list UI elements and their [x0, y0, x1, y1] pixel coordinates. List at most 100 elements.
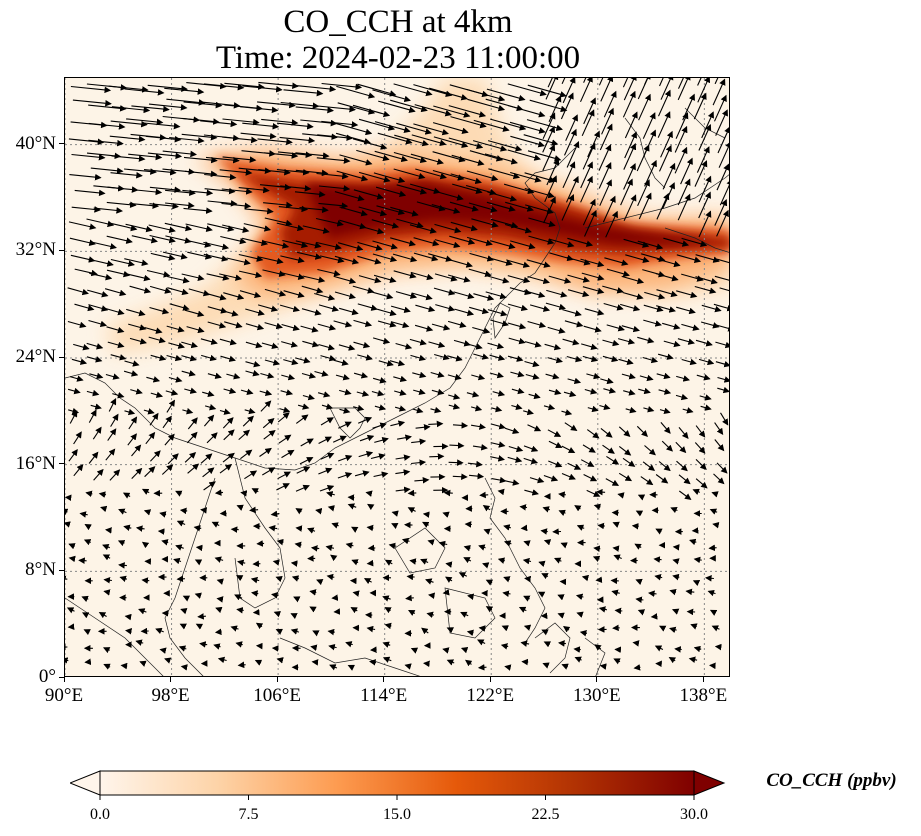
- wind-arrow: [414, 476, 430, 484]
- wind-arrow: [215, 606, 223, 614]
- wind-arrow: [412, 371, 427, 379]
- wind-arrow: [149, 202, 179, 210]
- wind-arrow: [180, 664, 188, 671]
- wind-arrow: [203, 253, 229, 262]
- wind-arrow: [524, 341, 542, 348]
- wind-arrow: [82, 612, 90, 619]
- wind-arrow: [433, 287, 456, 296]
- wind-arrow: [206, 273, 230, 281]
- wind-arrow: [655, 273, 679, 282]
- wind-arrow: [426, 611, 435, 619]
- wind-arrow: [300, 325, 319, 333]
- wind-arrow: [150, 391, 164, 398]
- wind-arrow: [599, 663, 607, 670]
- colorbar-tick-label: 0.0: [90, 806, 110, 823]
- wind-arrow: [458, 572, 468, 579]
- wind-arrow: [648, 590, 657, 597]
- wind-arrow: [502, 590, 511, 597]
- colorbar-tick-label: 30.0: [680, 806, 708, 823]
- wind-arrow: [432, 151, 466, 163]
- wind-arrow: [353, 372, 369, 379]
- wind-arrow: [107, 428, 117, 441]
- wind-arrow: [107, 341, 125, 349]
- wind-arrow: [447, 274, 471, 283]
- map-plot-area[interactable]: [64, 77, 730, 677]
- lon-tick-mark: [596, 677, 598, 682]
- wind-arrow: [339, 154, 373, 166]
- wind-arrow: [397, 434, 412, 441]
- wind-arrow: [503, 540, 512, 547]
- wind-arrow: [523, 134, 559, 146]
- wind-arrow: [598, 78, 604, 86]
- wind-arrow: [146, 269, 171, 278]
- wind-arrow: [74, 189, 106, 197]
- wind-arrow: [692, 488, 701, 495]
- wind-arrow: [548, 238, 575, 248]
- wind-arrow: [88, 139, 124, 147]
- wind-arrow: [337, 102, 376, 115]
- wind-arrow: [352, 285, 375, 294]
- wind-arrow: [690, 623, 698, 630]
- wind-arrow: [207, 200, 238, 207]
- wind-arrow: [411, 438, 427, 445]
- wind-arrow: [670, 507, 678, 514]
- wind-arrow: [104, 288, 127, 297]
- wind-arrow: [433, 105, 471, 118]
- wind-arrow: [195, 544, 203, 552]
- wind-arrow: [366, 524, 374, 532]
- wind-arrow: [656, 305, 676, 313]
- wind-arrow: [678, 427, 689, 439]
- wind-arrow: [73, 431, 82, 445]
- wind-arrow: [482, 504, 491, 512]
- wind-arrow: [654, 645, 664, 652]
- wind-arrow: [466, 236, 493, 246]
- wind-arrow: [272, 559, 280, 566]
- wind-arrow: [144, 466, 156, 478]
- wind-arrow: [477, 639, 486, 646]
- wind-arrow: [713, 473, 725, 485]
- wind-arrow: [526, 119, 563, 132]
- wind-arrow: [547, 78, 553, 88]
- wind-arrow: [506, 259, 530, 268]
- wind-arrow: [183, 207, 213, 214]
- wind-arrow: [485, 579, 494, 586]
- wind-arrow: [281, 373, 296, 381]
- wind-arrow: [701, 304, 722, 313]
- wind-arrow: [548, 388, 562, 396]
- wind-arrow: [109, 469, 121, 481]
- wind-arrow: [222, 417, 234, 429]
- wind-arrow: [374, 150, 408, 162]
- wind-arrow: [314, 292, 336, 301]
- wind-arrow: [147, 84, 188, 92]
- wind-arrow: [582, 142, 596, 170]
- wind-arrow: [582, 444, 596, 453]
- colorbar-title: CO_CCH (ppbv): [766, 770, 897, 791]
- wind-arrow: [561, 663, 569, 670]
- wind-arrow: [263, 430, 276, 440]
- wind-arrow: [574, 656, 582, 663]
- wind-arrow: [276, 222, 305, 232]
- wind-arrow: [257, 101, 296, 109]
- wind-arrow: [545, 373, 560, 380]
- wind-arrow: [276, 168, 310, 176]
- wind-arrow: [214, 556, 224, 563]
- wind-arrow: [90, 167, 124, 175]
- wind-arrow: [600, 377, 614, 385]
- wind-arrow: [89, 372, 104, 380]
- wind-arrow: [217, 656, 227, 664]
- wind-arrow: [164, 433, 175, 446]
- wind-arrow: [674, 146, 688, 174]
- wind-arrow: [429, 453, 445, 460]
- wind-arrow: [612, 521, 620, 528]
- wind-arrow: [257, 304, 279, 312]
- wind-arrow: [602, 355, 619, 363]
- wind-arrow: [254, 659, 263, 666]
- wind-arrow: [149, 450, 161, 462]
- wind-arrow: [602, 285, 624, 294]
- wind-arrow: [636, 425, 648, 437]
- wind-arrow: [623, 142, 637, 170]
- wind-arrow: [543, 539, 552, 546]
- wind-arrow: [309, 606, 317, 613]
- wind-arrow: [486, 201, 516, 212]
- wind-arrow: [206, 432, 218, 444]
